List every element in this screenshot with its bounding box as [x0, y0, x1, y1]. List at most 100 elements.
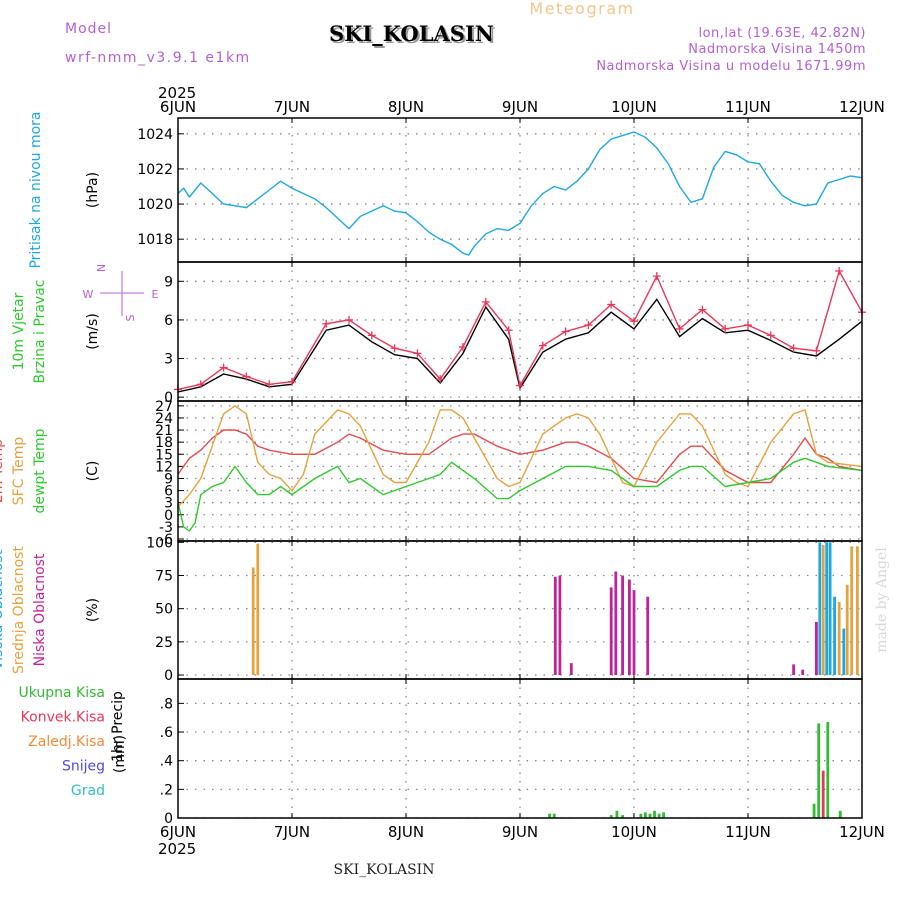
y-tick-label: 1024 [137, 127, 173, 143]
bottom-time-tick-label: 6JUN [160, 823, 196, 841]
credit-label: made by Angel [874, 547, 890, 653]
y-tick-label: -3 [159, 520, 173, 536]
gust-marker [322, 319, 331, 328]
bar-cloud_low [621, 575, 624, 675]
bar-cloud_low [553, 576, 557, 675]
gust-marker [766, 331, 775, 340]
top-time-tick-label: 12JUN [839, 98, 885, 116]
precip-legend-item: Grad [71, 783, 105, 799]
panel-wind: 0 3 6 9 10m Vjetar Brzina i Pravac (m/s) N W E S [11, 261, 866, 406]
y-axis-label: 2m Temp [0, 439, 6, 503]
bar-precip_total [826, 722, 830, 818]
direction-key: W [83, 288, 94, 301]
y-tick-label: 75 [155, 569, 173, 585]
bottom-time-tick-label: 11JUN [725, 823, 771, 841]
bar-precip_total [609, 815, 613, 818]
y-tick-label: 9 [164, 274, 173, 290]
series-line-dewpoint [177, 457, 863, 532]
bar-precip_total [648, 813, 652, 818]
gust-marker [538, 341, 547, 350]
bottom-time-axis: 6JUN 7JUN 8JUN 9JUN 10JUN 11JUN 12JUN [160, 823, 885, 841]
gust-marker [196, 380, 205, 389]
gust-marker [504, 326, 513, 335]
bar-cloud_high [833, 596, 836, 675]
model-altitude-label: Nadmorska Visina u modelu 1671.99m [596, 59, 866, 74]
bar-cloud_low [628, 579, 631, 675]
y-unit-label: (m/s) [85, 313, 101, 350]
bottom-time-tick-label: 8JUN [388, 823, 424, 841]
y-axis-label: SFC Temp [11, 437, 27, 506]
meteogram-label: Meteogram [529, 0, 634, 18]
panel-frame [177, 678, 863, 819]
y-tick-label: 0 [164, 811, 173, 827]
y-tick-label: 6 [164, 484, 173, 500]
y-tick-label: 0 [164, 390, 173, 406]
model-name: wrf-nmm_v3.9.1 e1km [65, 50, 251, 66]
top-time-tick-label: 8JUN [388, 98, 424, 116]
bar-cloud_low [801, 669, 805, 675]
bar-precip_total [621, 815, 624, 818]
bar-precip_total [657, 813, 661, 818]
y-tick-label: 0 [164, 508, 173, 524]
gust-marker [561, 327, 570, 336]
precip-legend-item: Ukupna Kisa [18, 685, 105, 701]
bar-cloud_high [825, 542, 829, 675]
model-label: Model [65, 21, 112, 37]
altitude-label: Nadmorska Visina 1450m [688, 42, 866, 57]
y-axis-label: Visoka Oblacnost [0, 549, 6, 670]
y-tick-label: 6 [164, 313, 173, 329]
gust-marker [288, 377, 296, 386]
gust-marker [675, 324, 684, 333]
bottom-year-label: 2025 [158, 840, 196, 858]
bottom-time-tick-label: 9JUN [502, 823, 538, 841]
bar-cloud_high [818, 542, 822, 675]
gust-marker [812, 346, 821, 355]
y-axis-label: 1hr Precip [110, 691, 126, 762]
bar-cloud_mid [837, 602, 841, 675]
y-unit-label: (hPa) [85, 172, 101, 208]
bar-cloud_mid [850, 546, 854, 675]
panel-frame [177, 117, 863, 263]
y-tick-label: 9 [164, 471, 173, 487]
bar-cloud_high [842, 628, 846, 675]
y-tick-label: .8 [160, 696, 173, 712]
gust-marker [413, 349, 422, 358]
gust-marker [516, 381, 524, 390]
gust-marker [698, 305, 707, 314]
bar-precip_conv [821, 770, 825, 818]
series-line-pressure [177, 131, 863, 256]
y-tick-label: 12 [155, 459, 173, 475]
y-axis-label: Niska Oblacnost [32, 553, 48, 666]
gust-marker [835, 267, 844, 276]
bar-precip_total [644, 812, 647, 818]
bar-precip_total [615, 810, 619, 818]
gust-marker [367, 331, 376, 340]
bar-cloud_low [632, 590, 636, 675]
panel-clouds: 0 25 50 75 100 Visoka Oblacnost Srednja Oblacn… [0, 535, 863, 684]
bar-cloud_low [792, 664, 795, 675]
bar-cloud_low [815, 621, 818, 675]
y-tick-label: .6 [160, 725, 173, 741]
y-tick-label: 15 [155, 447, 173, 463]
gust-marker [721, 324, 730, 333]
direction-key: E [152, 288, 159, 301]
bar-precip_total [817, 723, 821, 818]
top-time-tick-label: 11JUN [725, 98, 771, 116]
bottom-time-tick-label: 10JUN [611, 823, 657, 841]
panel-precip: 0 .2 .4 .6 .8 1hr Precip(mm) Ukupna Kisa Konvek… [18, 678, 863, 827]
precip-legend-item: Zaledj.Kisa [28, 734, 105, 750]
station-title: SKI_KOLASIN [329, 21, 494, 46]
gust-marker [345, 315, 353, 324]
footer-station: SKI_KOLASIN [334, 862, 435, 878]
panels: 1018 1020 1022 1024 Pritisak na nivou mora (h… [0, 111, 866, 827]
y-tick-label: 21 [155, 423, 173, 439]
gust-marker [219, 363, 228, 372]
direction-key: S [124, 314, 137, 321]
y-tick-label: 1022 [137, 162, 173, 178]
bar-cloud_low [646, 596, 650, 675]
y-tick-label: -6 [159, 532, 173, 548]
y-unit-label: (C) [85, 461, 101, 482]
bar-cloud_mid [256, 543, 260, 676]
